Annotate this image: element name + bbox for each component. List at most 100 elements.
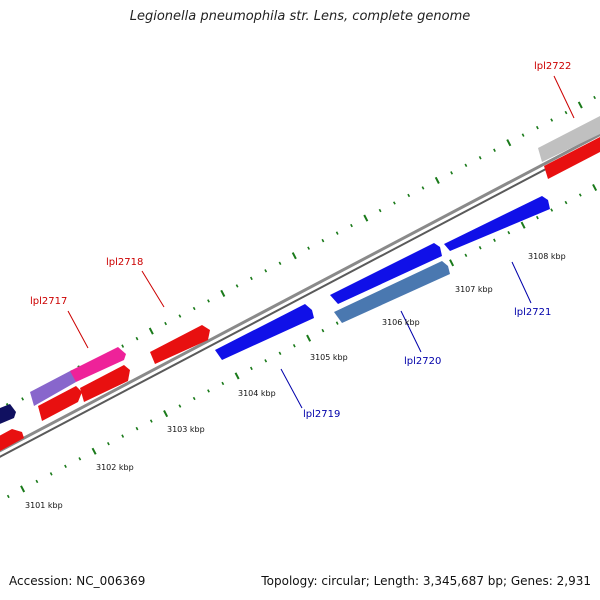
tick-mark bbox=[235, 284, 239, 288]
gene-label-lpl2720: lpl2720 bbox=[404, 356, 441, 367]
tick-mark bbox=[550, 208, 554, 212]
tick-mark bbox=[363, 214, 369, 222]
gene-arrow bbox=[70, 347, 126, 382]
tick-mark bbox=[292, 344, 296, 348]
tick-mark bbox=[493, 238, 496, 242]
tick-mark bbox=[335, 321, 339, 325]
tick-mark bbox=[306, 334, 312, 342]
tick-mark bbox=[464, 163, 468, 167]
genome-backbone bbox=[0, 132, 600, 458]
tick-mark bbox=[564, 110, 568, 115]
tick-mark bbox=[378, 208, 382, 213]
tick-mark bbox=[49, 472, 53, 476]
gene-arrow bbox=[334, 261, 450, 323]
tick-mark bbox=[464, 253, 468, 257]
forward-genes bbox=[0, 116, 600, 451]
tick-mark bbox=[592, 183, 598, 192]
gene-label-lpl2721: lpl2721 bbox=[514, 307, 551, 318]
tick-label: 3107 kbp bbox=[455, 285, 493, 294]
gene-arrow bbox=[215, 304, 314, 360]
genome-stats-text: Topology: circular; Length: 3,345,687 bp… bbox=[261, 574, 591, 588]
tick-mark bbox=[164, 321, 168, 326]
gene-arrow bbox=[544, 137, 600, 179]
tick-mark bbox=[148, 327, 154, 335]
tick-mark bbox=[264, 269, 268, 273]
tick-mark bbox=[21, 397, 25, 401]
tick-label: 3103 kbp bbox=[167, 425, 205, 434]
tick-mark bbox=[35, 479, 39, 484]
gene-arrow bbox=[330, 243, 442, 304]
reverse-genes bbox=[215, 196, 550, 360]
tick-mark bbox=[407, 193, 411, 198]
tick-mark bbox=[307, 246, 311, 250]
tick-label: 3106 kbp bbox=[382, 318, 420, 327]
tick-mark bbox=[221, 381, 225, 386]
tick-mark bbox=[234, 372, 240, 380]
tick-mark bbox=[121, 344, 125, 348]
tick-mark bbox=[135, 426, 139, 431]
gene-arrow bbox=[30, 370, 76, 406]
tick-mark bbox=[64, 464, 67, 468]
tick-label: 3108 kbp bbox=[528, 252, 566, 261]
tick-mark bbox=[521, 133, 525, 137]
tick-mark bbox=[450, 171, 454, 175]
gene-labels: lpl2717 lpl2718 lpl2719 lpl2720 lpl2721 … bbox=[30, 61, 571, 420]
tick-mark bbox=[507, 231, 511, 235]
tick-mark bbox=[506, 139, 512, 147]
tick-mark bbox=[321, 328, 325, 333]
tick-mark bbox=[593, 95, 597, 100]
gene-arrow bbox=[0, 404, 16, 424]
tick-label: 3104 kbp bbox=[238, 389, 276, 398]
gene-arrow bbox=[150, 325, 210, 364]
tick-mark bbox=[178, 404, 182, 408]
tick-mark bbox=[20, 485, 26, 493]
tick-mark bbox=[578, 193, 582, 197]
tick-mark bbox=[520, 221, 526, 229]
tick-mark bbox=[121, 434, 125, 438]
tick-mark bbox=[249, 276, 253, 281]
tick-label: 3101 kbp bbox=[25, 501, 63, 510]
tick-mark bbox=[178, 314, 182, 318]
tick-mark bbox=[163, 410, 169, 418]
gene-arrow bbox=[538, 116, 600, 162]
gene-arrow bbox=[0, 429, 24, 451]
gene-label-lpl2722: lpl2722 bbox=[534, 61, 571, 72]
tick-mark bbox=[220, 289, 226, 297]
tick-mark bbox=[207, 299, 210, 303]
gene-label-lpl2717: lpl2717 bbox=[30, 296, 67, 307]
tick-mark bbox=[291, 252, 297, 260]
tick-mark bbox=[535, 215, 539, 220]
label-leaders bbox=[67, 75, 575, 409]
gene-label-lpl2718: lpl2718 bbox=[106, 257, 143, 268]
tick-mark bbox=[6, 494, 10, 499]
map-title: Legionella pneumophila str. Lens, comple… bbox=[129, 9, 471, 24]
tick-mark bbox=[207, 389, 210, 393]
gene-label-lpl2719: lpl2719 bbox=[303, 409, 340, 420]
tick-mark bbox=[392, 201, 396, 205]
tick-label: 3105 kbp bbox=[310, 353, 348, 362]
tick-mark bbox=[478, 156, 482, 160]
gene-arrow bbox=[38, 386, 82, 421]
tick-label: 3102 kbp bbox=[96, 463, 134, 472]
lower-tick-row bbox=[6, 183, 598, 499]
tick-mark bbox=[493, 148, 496, 152]
tick-mark bbox=[278, 261, 282, 265]
tick-mark bbox=[577, 101, 583, 109]
tick-mark bbox=[550, 118, 554, 122]
tick-mark bbox=[149, 419, 153, 423]
tick-mark bbox=[434, 176, 440, 184]
accession-text: Accession: NC_006369 bbox=[9, 574, 146, 588]
gene-arrow bbox=[80, 365, 130, 402]
tick-mark bbox=[350, 223, 353, 228]
tick-mark bbox=[564, 200, 568, 205]
tick-mark bbox=[192, 306, 196, 311]
tick-labels: 3101 kbp 3102 kbp 3103 kbp 3104 kbp 3105… bbox=[25, 252, 566, 510]
tick-mark bbox=[249, 366, 253, 371]
tick-mark bbox=[192, 396, 196, 401]
tick-mark bbox=[278, 351, 282, 355]
tick-mark bbox=[78, 457, 82, 461]
gene-arrow bbox=[444, 196, 550, 251]
tick-mark bbox=[535, 125, 539, 130]
tick-mark bbox=[478, 246, 482, 250]
